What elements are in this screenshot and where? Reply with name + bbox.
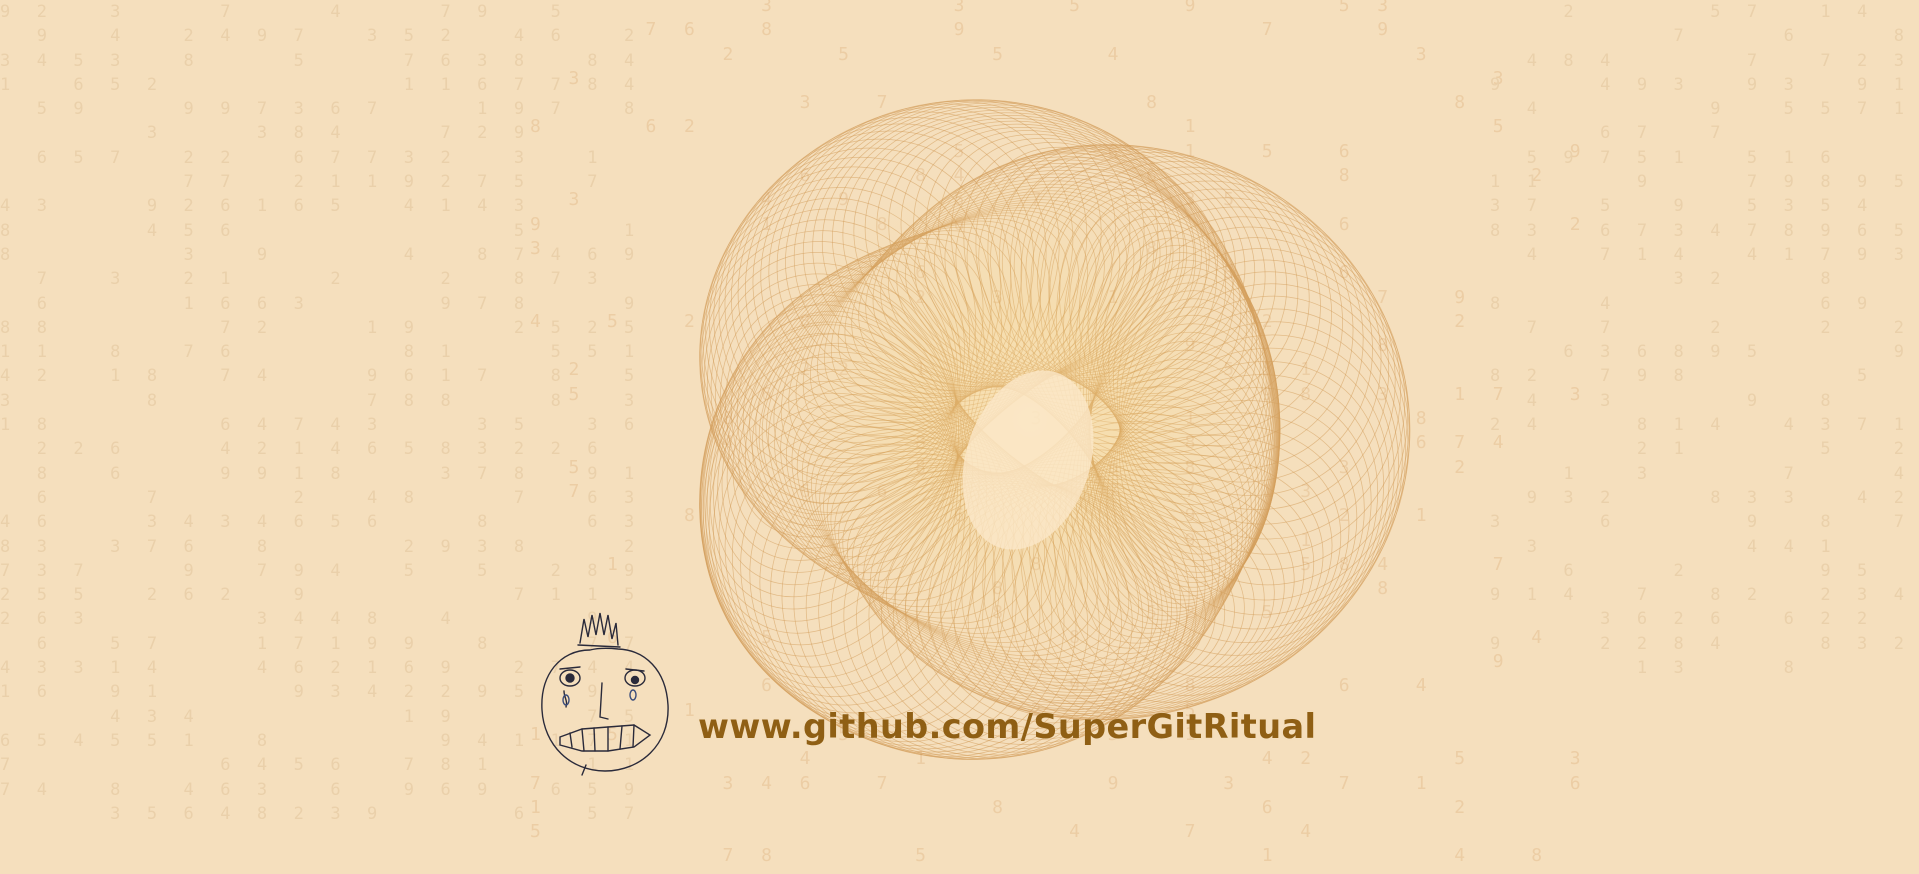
- doodle-face-icon: [541, 612, 669, 776]
- github-url-text[interactable]: www.github.com/SuperGitRitual: [698, 707, 1317, 746]
- number-pattern-right: 2 5 7 1 4 7 6 8 4 8 4 7 7 2 3 9 4 9 3 9 …: [1490, 2, 1906, 679]
